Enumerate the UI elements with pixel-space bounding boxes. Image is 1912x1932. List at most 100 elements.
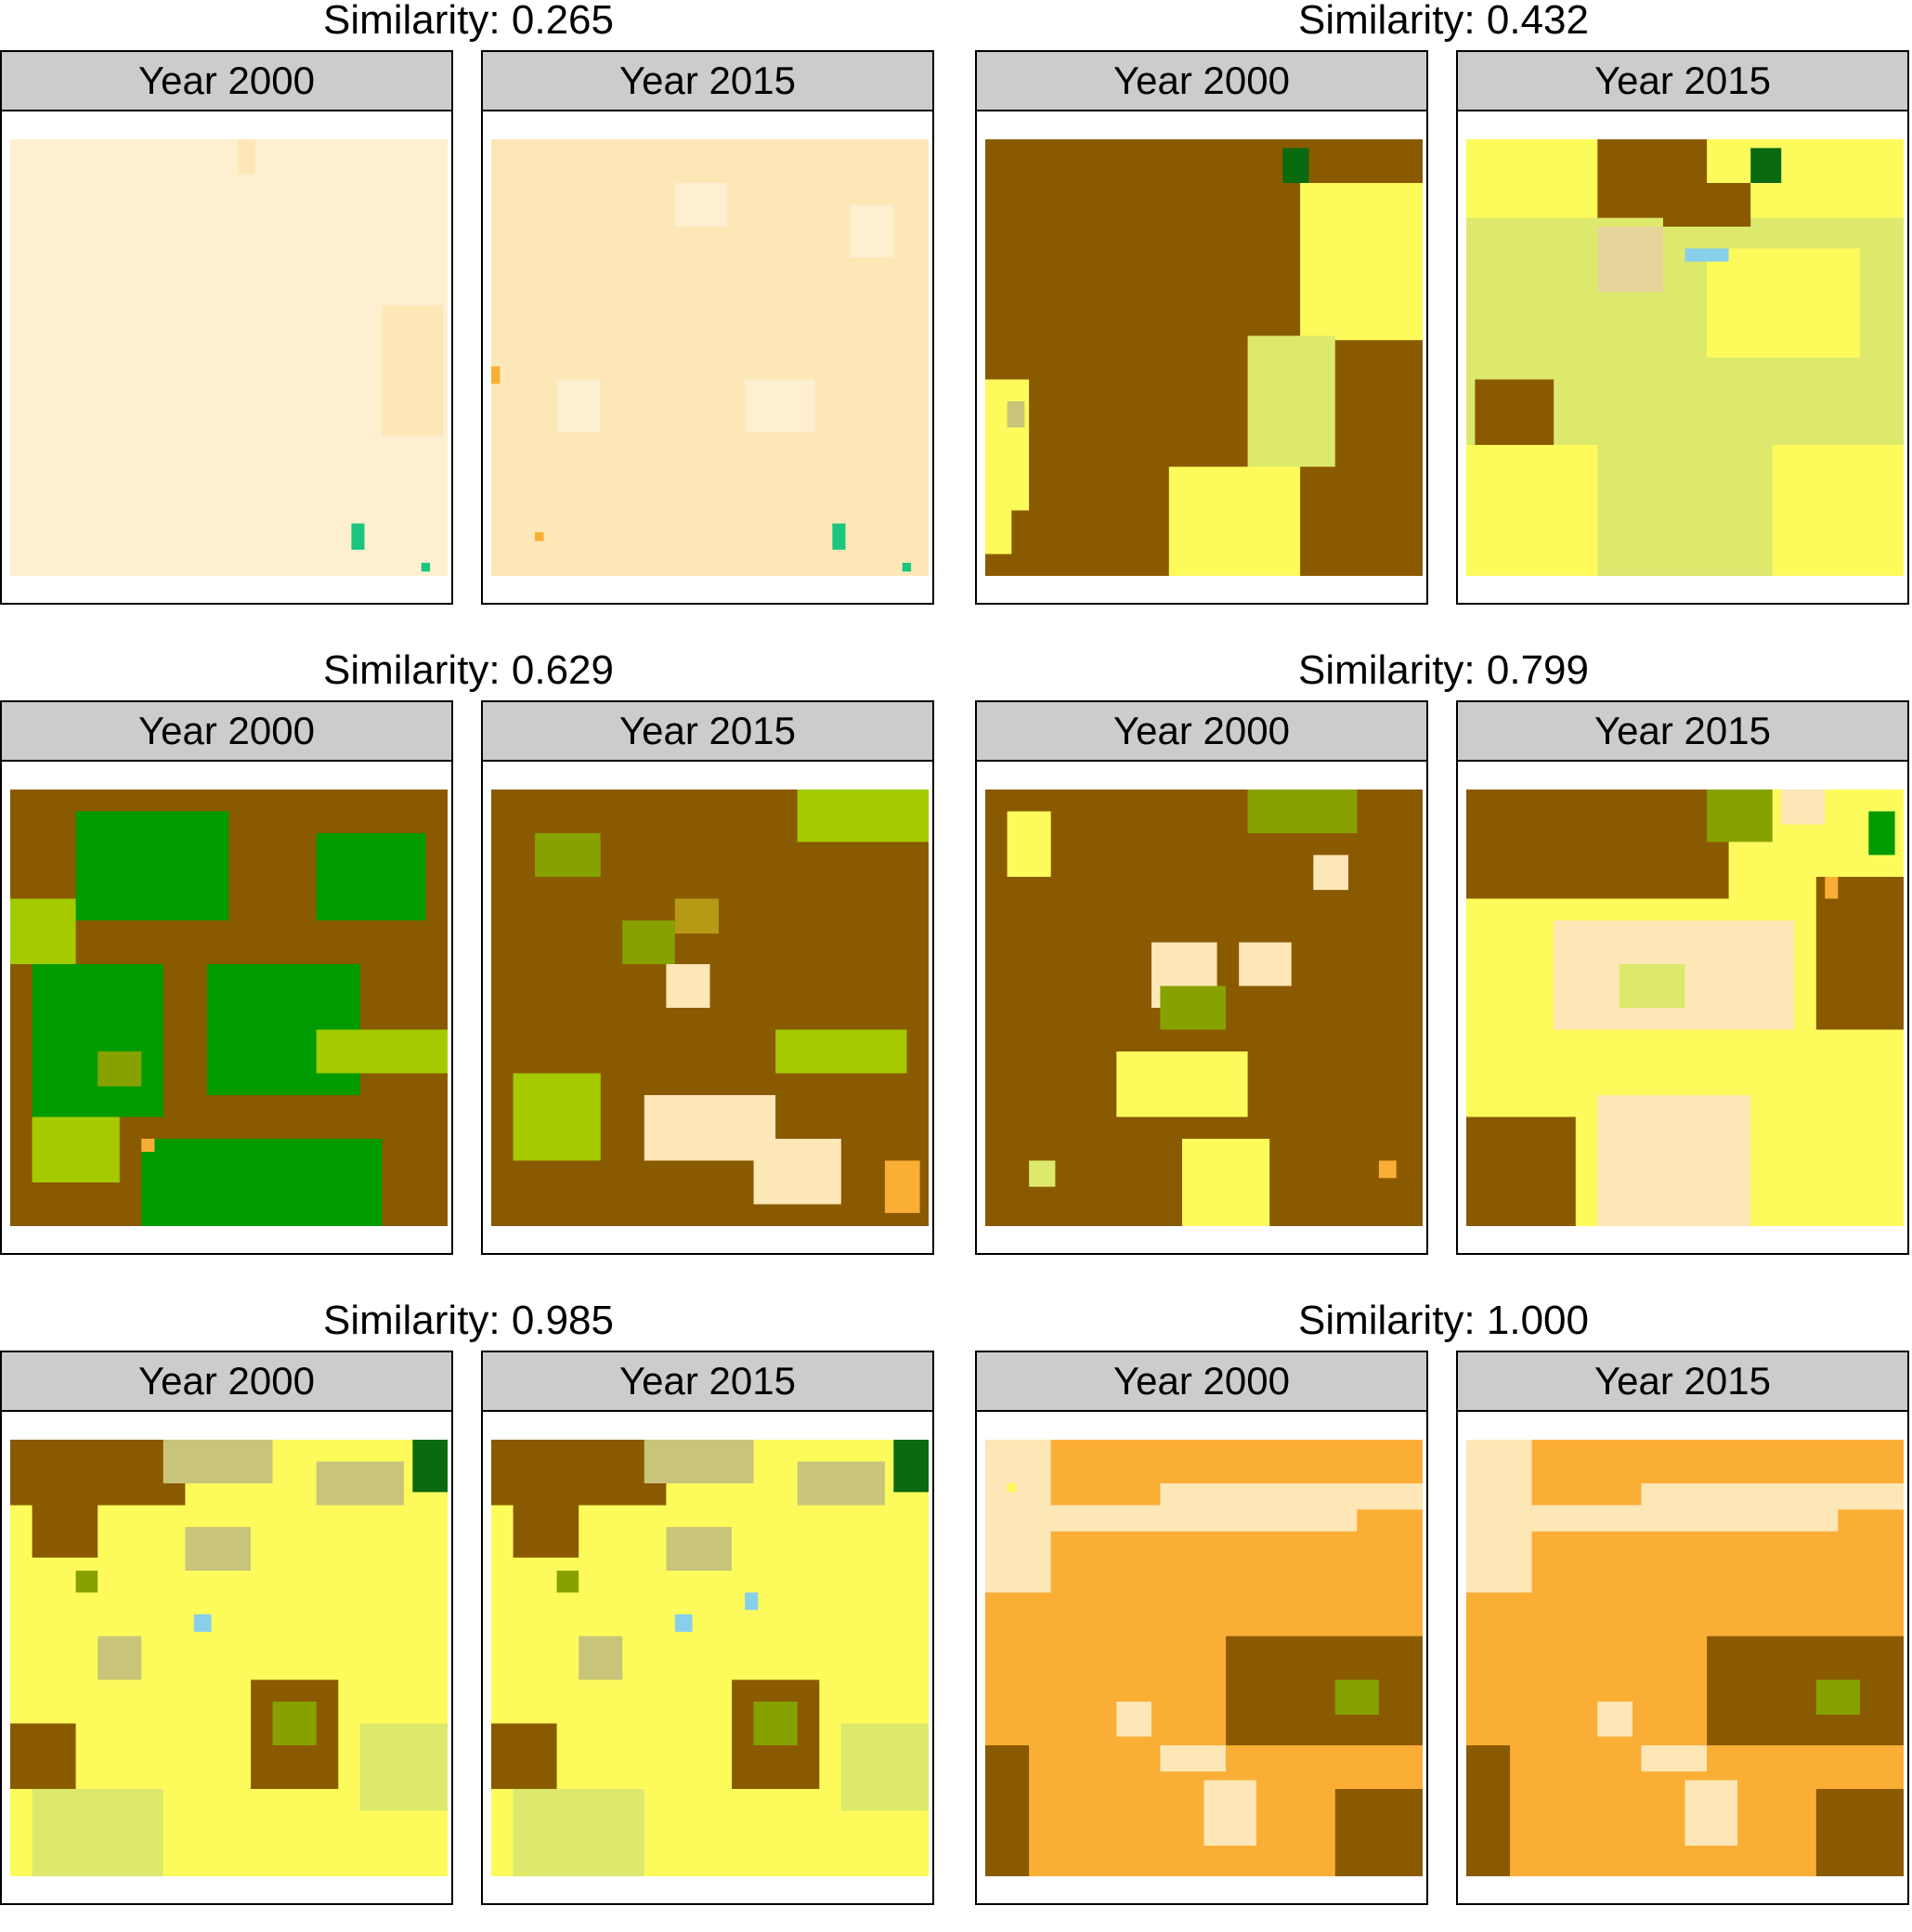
similarity-title: Similarity: 0.629: [322, 647, 614, 693]
land-cover-patch: [1116, 1051, 1248, 1117]
land-cover-patch: [832, 523, 846, 550]
land-cover-patch: [1597, 1702, 1632, 1737]
land-cover-patch: [32, 1789, 163, 1876]
map-panel-year-2015: Year 2015: [481, 1351, 934, 1905]
land-cover-patch: [359, 1723, 448, 1811]
land-cover-patch: [1781, 790, 1826, 825]
map-panel-year-2000: Year 2000: [975, 50, 1428, 605]
land-cover-patch: [351, 523, 365, 550]
map-panel-year-2000: Year 2000: [0, 700, 453, 1255]
land-cover-patch: [1466, 790, 1729, 899]
land-cover-map: [1466, 139, 1904, 576]
land-cover-patch: [674, 898, 719, 934]
land-cover-patch: [644, 1440, 754, 1483]
land-cover-patch: [1007, 401, 1025, 428]
land-cover-patch: [1226, 1636, 1423, 1745]
map-panel-year-2000: Year 2000: [975, 1351, 1428, 1905]
land-cover-patch: [32, 1116, 120, 1182]
panel-strip-label: Year 2015: [483, 702, 932, 762]
land-cover-patch: [840, 1723, 929, 1811]
land-cover-patch: [666, 1527, 732, 1571]
land-cover-patch: [1239, 942, 1292, 986]
land-cover-patch: [1750, 148, 1782, 183]
land-cover-patch: [535, 833, 601, 877]
land-cover-map: [491, 139, 929, 576]
land-cover-patch: [745, 379, 815, 432]
land-cover-patch: [98, 1636, 142, 1680]
land-cover-patch: [1868, 811, 1895, 855]
land-cover-patch: [412, 1440, 448, 1493]
land-cover-patch: [1300, 183, 1423, 341]
land-cover-patch: [513, 1505, 579, 1558]
land-cover-patch: [1815, 1679, 1860, 1716]
land-cover-patch: [1182, 1139, 1270, 1226]
land-cover-patch: [1684, 1780, 1737, 1847]
panel-strip-label: Year 2000: [977, 1352, 1426, 1412]
land-cover-patch: [1707, 248, 1860, 358]
land-cover-patch: [622, 920, 675, 964]
map-panel-year-2000: Year 2000: [0, 1351, 453, 1905]
land-cover-patch: [666, 964, 710, 1008]
land-cover-patch: [1466, 1745, 1511, 1876]
land-cover-patch: [985, 1440, 1051, 1593]
land-cover-map: [985, 1440, 1423, 1876]
map-panel-year-2000: Year 2000: [975, 700, 1428, 1255]
land-cover-patch: [1825, 877, 1839, 899]
land-cover-patch: [491, 1440, 667, 1506]
land-cover-patch: [753, 1702, 798, 1745]
land-cover-map: [985, 790, 1423, 1226]
panel-strip-label: Year 2015: [1458, 1352, 1907, 1412]
land-cover-patch: [1334, 1679, 1379, 1716]
land-cover-patch: [316, 1029, 448, 1074]
land-cover-patch: [1116, 1702, 1151, 1737]
land-cover-patch: [1641, 1483, 1904, 1510]
land-cover-patch: [141, 1139, 383, 1226]
land-cover-patch: [10, 898, 76, 964]
land-cover-patch: [797, 790, 929, 842]
map-panel-year-2000: Year 2000: [0, 50, 453, 605]
land-cover-patch: [75, 811, 229, 920]
land-cover-patch: [491, 1723, 557, 1789]
land-cover-patch: [1597, 227, 1663, 293]
similarity-title: Similarity: 0.799: [1297, 647, 1589, 693]
land-cover-patch: [893, 1440, 929, 1493]
land-cover-patch: [1684, 248, 1729, 262]
land-cover-patch: [985, 379, 1030, 511]
land-cover-map: [1466, 790, 1904, 1226]
similarity-title: Similarity: 0.432: [1297, 0, 1589, 43]
land-cover-patch: [421, 562, 431, 572]
land-cover-patch: [272, 1702, 317, 1745]
land-cover-patch: [1160, 1483, 1423, 1510]
land-cover-patch: [32, 964, 163, 1117]
land-cover-patch: [1707, 1636, 1904, 1745]
land-cover-patch: [10, 1723, 76, 1789]
land-cover-patch: [1641, 1745, 1707, 1772]
map-panel-year-2015: Year 2015: [481, 50, 934, 605]
land-cover-patch: [163, 1440, 273, 1483]
land-cover-patch: [1007, 811, 1051, 877]
land-cover-patch: [1597, 1095, 1751, 1226]
land-cover-patch: [193, 1614, 212, 1632]
land-cover-patch: [674, 1614, 693, 1632]
land-cover-patch: [75, 1571, 98, 1593]
comparison-group-4: Similarity: 0.799 Year 2000 Year 2015: [975, 650, 1912, 1282]
land-cover-patch: [1334, 1789, 1423, 1876]
land-cover-patch: [98, 1051, 142, 1087]
land-cover-patch: [556, 1571, 579, 1593]
panel-strip-label: Year 2000: [977, 52, 1426, 111]
land-cover-patch: [1282, 148, 1309, 183]
comparison-group-6: Similarity: 1.000 Year 2000 Year 2015: [975, 1300, 1912, 1932]
land-cover-patch: [775, 1029, 907, 1074]
land-cover-patch: [985, 1745, 1030, 1876]
land-cover-map: [985, 139, 1423, 576]
land-cover-patch: [316, 833, 426, 920]
land-cover-patch: [237, 139, 255, 175]
panel-strip-label: Year 2000: [977, 702, 1426, 762]
comparison-group-1: Similarity: 0.265 Year 2000 Year 2015: [0, 0, 937, 632]
map-panel-year-2015: Year 2015: [481, 700, 934, 1255]
land-cover-patch: [1707, 790, 1773, 842]
land-cover-patch: [382, 305, 444, 437]
land-cover-patch: [1007, 1483, 1016, 1493]
panel-strip-label: Year 2015: [1458, 702, 1907, 762]
comparison-group-2: Similarity: 0.432 Year 2000 Year 2015: [975, 0, 1912, 632]
